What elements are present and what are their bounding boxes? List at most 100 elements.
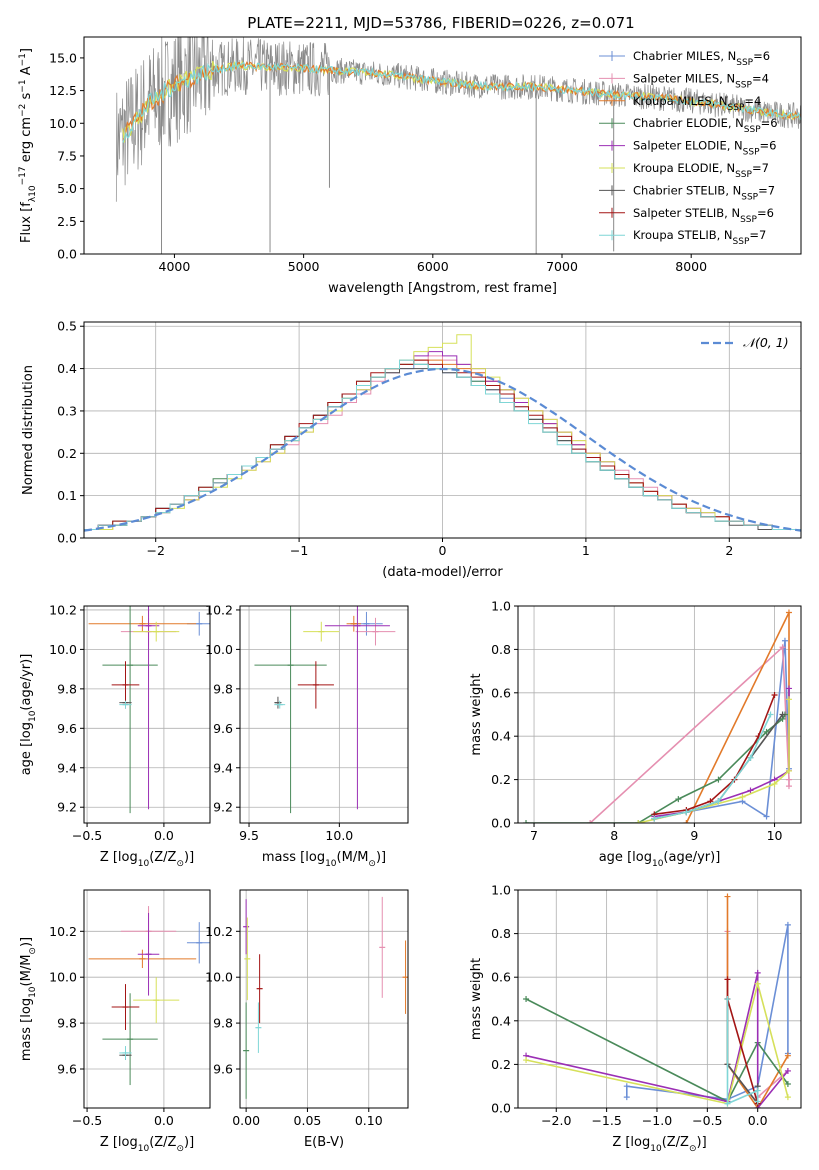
x-tick-label: 5000 <box>288 259 320 274</box>
legend-label-salpeter_elodie: Salpeter ELODIE, NSSP=6 <box>633 139 776 158</box>
legend-label-chabrier_elodie: Chabrier ELODIE, NSSP=6 <box>633 116 778 135</box>
series-point-chabrier_elodie <box>675 796 682 803</box>
legend-label-salpeter_miles: Salpeter MILES, NSSP=4 <box>633 71 769 90</box>
x-axis-label: age [log10(age/yr)] <box>599 850 721 869</box>
series-point-salpeter_elodie <box>785 685 792 692</box>
y-tick-label: 0.0 <box>491 1101 511 1116</box>
x-tick-label: 0.10 <box>355 1113 383 1128</box>
y-tick-label: 9.8 <box>213 1016 233 1031</box>
plot-area <box>518 890 801 1108</box>
series-line-salpeter_miles <box>589 645 790 823</box>
y-tick-label: 1.0 <box>491 599 511 614</box>
series-point-salpeter_miles <box>785 783 792 790</box>
y-tick-label: 0.1 <box>57 488 77 503</box>
x-tick-label: 9 <box>690 828 698 843</box>
plot-area <box>84 890 210 1108</box>
x-tick-label: −0.5 <box>692 1113 722 1128</box>
series-line-kroupa_elodie <box>525 980 789 1105</box>
series-point-salpeter_elodie <box>754 969 761 976</box>
series-point-chabrier_elodie <box>784 1081 791 1088</box>
legend-label-chabrier_miles: Chabrier MILES, NSSP=6 <box>633 49 770 68</box>
axes-frame <box>517 605 802 824</box>
y-tick-label: 9.6 <box>57 1061 77 1076</box>
series-point-kroupa_stelib <box>651 815 658 822</box>
model-spectrum-kroupa_stelib <box>122 59 801 143</box>
y-axis-label: mass weight <box>469 958 484 1040</box>
y-tick-label: 0.3 <box>57 403 77 418</box>
series-point-kroupa_stelib <box>754 1087 761 1094</box>
y-tick-label: 9.8 <box>57 1016 77 1031</box>
chart-mass_vs_Z: −0.5 0.0 9.6 9.8 10.0 10.2 Z [log10(Z/Z⊙)] mass… <box>19 889 211 1154</box>
series-point-chabrier_miles <box>623 1094 630 1101</box>
series-point-kroupa_stelib <box>724 996 731 1002</box>
chart-age_vs_mass: 9.5 10.0 9.2 9.4 9.6 9.8 10.0 10.2 mass [log10(M… <box>205 602 409 869</box>
y-tick-label: 10.2 <box>205 924 233 939</box>
x-tick-label: 0.00 <box>232 1113 260 1128</box>
series-point-salpeter_miles <box>779 644 786 651</box>
x-tick-label: 6000 <box>417 259 449 274</box>
series-point-salpeter_stelib <box>724 976 731 983</box>
x-tick-label: 4000 <box>159 259 191 274</box>
y-tick-label: 10.0 <box>49 116 77 131</box>
axes-frame <box>83 36 802 255</box>
x-tick-label: 0.0 <box>154 828 174 843</box>
series-point-salpeter_elodie <box>747 787 754 794</box>
series-point-chabrier_miles <box>623 1083 630 1090</box>
y-tick-label: 7.5 <box>57 148 77 163</box>
series-point-kroupa_miles <box>785 609 792 616</box>
series-point-kroupa_miles <box>724 893 731 900</box>
y-axis-label: age [log10(age/yr)] <box>19 654 38 776</box>
y-tick-label: 0.8 <box>491 642 511 657</box>
plot-area <box>115 37 801 254</box>
y-tick-label: 10.0 <box>49 642 77 657</box>
axes-frame <box>83 605 211 824</box>
gaussian-curve <box>84 367 801 532</box>
x-tick-label: 0 <box>439 543 447 558</box>
series-point-kroupa_elodie <box>785 767 792 774</box>
axes-frame <box>83 889 211 1109</box>
axes-frame <box>239 605 409 824</box>
x-tick-label: −1 <box>290 543 308 558</box>
y-axis-label: mass [log10(M/M⊙)] <box>19 937 38 1061</box>
series-point-chabrier_miles <box>781 637 788 644</box>
y-axis-label: Flux [fλ10−17 erg cm−2 s−1 A−1] <box>18 48 38 243</box>
x-tick-label: 0.05 <box>294 1113 322 1128</box>
chart-residuals: 𝒩(0, 1) −2 −1 0 1 2 0.0 0.1 0.2 0.3 0.4 0.5 (data-mo… <box>21 319 802 580</box>
y-tick-label: 0.4 <box>57 361 77 376</box>
x-tick-label: 1 <box>582 543 590 558</box>
y-tick-label: 0.6 <box>491 970 511 985</box>
y-tick-label: 10.2 <box>205 602 233 617</box>
y-tick-label: 0.2 <box>491 772 511 787</box>
y-tick-label: 1.0 <box>491 883 511 898</box>
y-tick-label: 9.4 <box>57 760 77 775</box>
series-point-chabrier_elodie <box>763 728 770 735</box>
series-point-kroupa_elodie <box>523 1057 530 1064</box>
y-tick-label: 0.0 <box>491 816 511 831</box>
x-tick-label: −1.0 <box>642 1113 672 1128</box>
y-tick-label: 0.0 <box>57 247 77 262</box>
x-tick-label: 8 <box>610 828 618 843</box>
y-tick-label: 9.8 <box>57 681 77 696</box>
plot-area <box>84 606 210 823</box>
y-tick-label: 9.4 <box>213 760 233 775</box>
y-axis-label: Normed distribution <box>21 365 36 495</box>
y-tick-label: 0.4 <box>491 729 511 744</box>
series-point-kroupa_elodie <box>635 820 642 823</box>
x-axis-label: wavelength [Angstrom, rest frame] <box>328 281 557 296</box>
chart-age_vs_Z: −0.5 0.0 9.2 9.4 9.6 9.8 10.0 10.2 Z [log10(Z/Z⊙… <box>19 602 211 869</box>
x-tick-label: 2 <box>725 543 733 558</box>
series-point-kroupa_elodie <box>784 1094 791 1101</box>
x-axis-label: Z [log10(Z/Z⊙)] <box>612 1135 706 1154</box>
x-tick-label: −1.5 <box>591 1113 621 1128</box>
legend-label-chabrier_stelib: Chabrier STELIB, NSSP=7 <box>633 183 775 202</box>
y-tick-label: 9.2 <box>57 800 77 815</box>
y-axis-label: mass weight <box>469 673 484 755</box>
x-tick-label: 9.5 <box>239 828 259 843</box>
x-axis-label: (data-model)/error <box>382 565 503 580</box>
y-tick-label: 0.5 <box>57 319 77 334</box>
series-point-kroupa_miles <box>683 820 690 823</box>
series-point-chabrier_elodie <box>523 996 530 1002</box>
x-tick-label: −0.5 <box>72 1113 102 1128</box>
x-axis-label: E(B-V) <box>304 1135 344 1150</box>
y-tick-label: 0.2 <box>57 446 77 461</box>
